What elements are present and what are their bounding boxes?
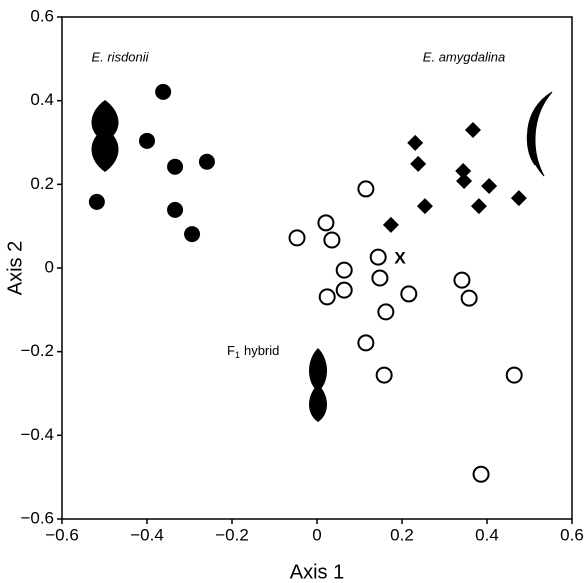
point [382, 216, 399, 233]
point [155, 83, 172, 100]
point [139, 132, 155, 149]
point [510, 190, 527, 207]
point [357, 334, 375, 352]
point [505, 366, 523, 384]
point [369, 248, 387, 266]
point [453, 271, 471, 289]
point [167, 158, 184, 175]
point [371, 269, 389, 287]
x-tick-label: −0.2 [215, 525, 249, 544]
y-tick-label: 0.2 [30, 174, 54, 193]
leaf-amygdalina [526, 91, 553, 177]
leaf-hybrid [309, 348, 327, 422]
y-tick-label: 0 [45, 257, 54, 276]
point [456, 172, 473, 189]
hybrid-label: F1 hybrid [227, 343, 279, 360]
series-label: E. amygdalina [423, 49, 505, 64]
leaf-risdonii [91, 100, 119, 172]
hybrid-label-rest: hybrid [244, 343, 279, 358]
point [318, 288, 336, 306]
y-axis-title: Axis 2 [4, 241, 26, 295]
point [470, 198, 487, 215]
hybrid-label-main: F [227, 343, 235, 358]
y-tick-label: −0.6 [20, 508, 54, 527]
hybrid-label-sub: 1 [235, 350, 240, 360]
point [198, 153, 215, 170]
point [375, 366, 393, 384]
y-tick-label: 0.6 [30, 6, 54, 25]
x-tick-label: −0.4 [130, 525, 164, 544]
point [335, 281, 353, 299]
x-tick-label: 0 [312, 525, 321, 544]
x-tick-label: 0.4 [475, 525, 499, 544]
point [460, 289, 478, 307]
point [455, 162, 472, 179]
y-tick-label: 0.4 [30, 90, 54, 109]
y-tick-label: −0.4 [20, 425, 54, 444]
x-tick-label: 0.2 [390, 525, 414, 544]
point [400, 285, 418, 303]
point [377, 303, 395, 321]
point [88, 193, 105, 210]
point [323, 231, 341, 249]
point [407, 134, 424, 151]
point [472, 465, 490, 483]
point [317, 214, 335, 232]
x-axis-title: Axis 1 [290, 561, 344, 583]
point [335, 261, 353, 279]
point [464, 121, 481, 138]
point [481, 178, 498, 195]
point [416, 198, 433, 215]
point [410, 155, 427, 172]
plot-frame [61, 16, 573, 520]
series-label: E. risdonii [91, 49, 149, 64]
x-tick-label: 0.6 [560, 525, 584, 544]
x-marker-label: X [394, 248, 406, 267]
point [288, 229, 306, 247]
x-tick-label: −0.6 [45, 525, 79, 544]
point [357, 180, 375, 198]
y-tick-label: −0.2 [20, 341, 54, 360]
point [167, 201, 184, 218]
point [184, 226, 201, 243]
